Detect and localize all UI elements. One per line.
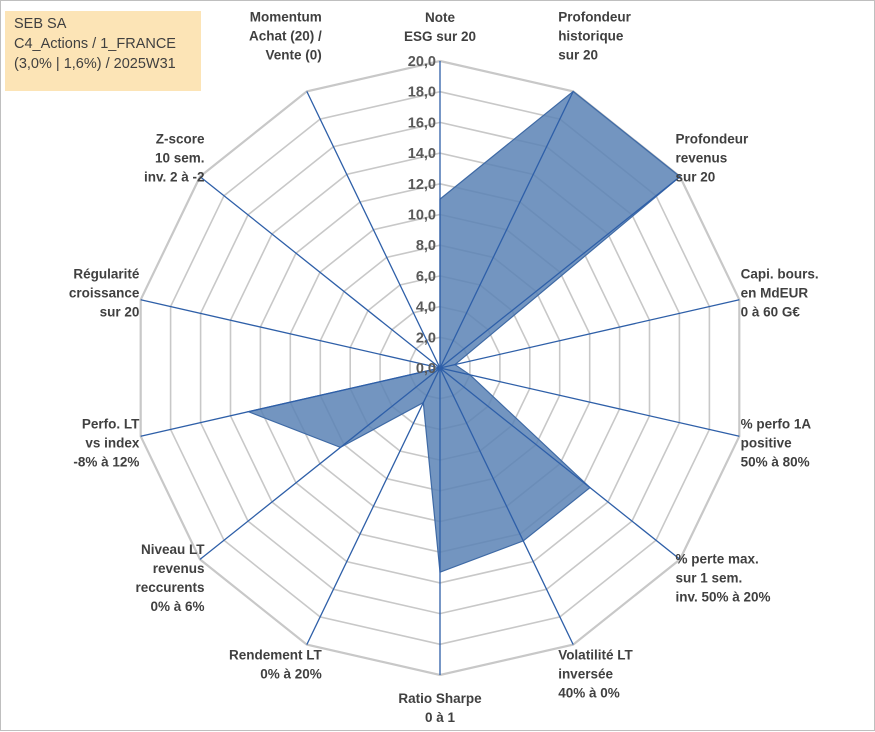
axis-label-line: 0% à 6% — [150, 599, 204, 614]
axis-label-line: Profondeur — [676, 131, 749, 146]
chart-title-line-3: (3,0% | 1,6%) / 2025W31 — [14, 56, 176, 72]
axis-label-line: historique — [558, 28, 624, 43]
axis-label-line: 0 à 60 G€ — [741, 305, 801, 320]
axis-label: Note ESG sur 20 — [404, 10, 476, 44]
axis-spoke — [306, 367, 441, 645]
axis-label: Ratio Sharpe 0 à 1 — [398, 691, 482, 725]
axis-spoke — [439, 367, 740, 437]
axis-spoke — [439, 299, 740, 369]
axis-label-line: Capi. bours. — [741, 267, 819, 282]
axis-spoke — [140, 367, 441, 437]
axis-label-line: vs index — [85, 436, 140, 451]
tick-label: 20,0 — [408, 54, 436, 70]
axis-labels: Note ESG sur 20 Profondeur historique sur 20… — [69, 9, 819, 725]
tick-label: 16,0 — [408, 115, 436, 131]
axis-label-line: -8% à 12% — [73, 455, 139, 470]
axis-label-line: en MdEUR — [741, 286, 809, 301]
axis-label-line: Momentum — [250, 9, 322, 24]
radial-tick-labels: 0,0 2,0 4,0 6,0 8,0 10,0 12,0 14,0 16,0 18,0 20,0 — [408, 54, 436, 377]
tick-label: 12,0 — [408, 177, 436, 193]
tick-label: 8,0 — [416, 238, 436, 254]
axis-label-line: Rendement LT — [229, 648, 323, 663]
axis-label-line: Ratio Sharpe — [398, 691, 482, 706]
axis-label-line: reccurents — [135, 580, 204, 595]
axis-spoke — [140, 299, 441, 369]
axis-label-line: sur 1 sem. — [676, 571, 743, 586]
tick-label: 2,0 — [416, 330, 436, 346]
axis-label-line: % perfo 1A — [741, 417, 812, 432]
axis-spoke — [199, 367, 441, 560]
axis-label-line: Z-score — [156, 131, 205, 146]
axis-label-line: croissance — [69, 286, 140, 301]
axis-label-line: sur 20 — [558, 47, 598, 62]
tick-label: 4,0 — [416, 300, 436, 316]
tick-label: 10,0 — [408, 208, 436, 224]
axis-label: Z-score 10 sem. inv. 2 à -2 — [144, 131, 205, 184]
axis-label-line: 50% à 80% — [741, 455, 810, 470]
axis-label: % perte max. sur 1 sem. inv. 50% à 20% — [676, 552, 771, 605]
tick-label: 18,0 — [408, 85, 436, 101]
axis-label: Volatilité LT inversée 40% à 0% — [558, 648, 633, 701]
axis-label-line: 0% à 20% — [260, 667, 322, 682]
axis-label-line: Volatilité LT — [558, 648, 633, 663]
axis-label: Momentum Achat (20) / Vente (0) — [249, 9, 322, 62]
axis-label-line: Perfo. LT — [82, 417, 140, 432]
axis-label: Régularité croissance sur 20 — [69, 267, 140, 320]
axis-label-line: Achat (20) / — [249, 28, 322, 43]
axis-label: % perfo 1A positive 50% à 80% — [741, 417, 812, 470]
chart-title-box: SEB SA C4_Actions / 1_FRANCE (3,0% | 1,6… — [5, 11, 201, 91]
axis-label: Perfo. LT vs index -8% à 12% — [73, 417, 140, 470]
axis-spoke — [306, 91, 441, 369]
tick-label: 6,0 — [416, 269, 436, 285]
axis-label-line: 0 à 1 — [425, 710, 456, 725]
axis-label-line: positive — [741, 436, 793, 451]
axis-label-line: inv. 2 à -2 — [144, 169, 205, 184]
axis-label-line: Niveau LT — [141, 542, 205, 557]
axis-label-line: % perte max. — [676, 552, 759, 567]
chart-title-line-2: C4_Actions / 1_FRANCE — [14, 36, 176, 52]
axis-label-line: revenus — [676, 150, 728, 165]
axis-label-line: inversée — [558, 667, 613, 682]
axis-label-line: Vente (0) — [266, 47, 322, 62]
axis-label: Capi. bours. en MdEUR 0 à 60 G€ — [741, 267, 819, 320]
axis-label-line: inv. 50% à 20% — [676, 590, 771, 605]
radar-spokes — [140, 61, 740, 675]
axis-label: Profondeur historique sur 20 — [558, 9, 631, 62]
axis-spoke — [439, 367, 681, 560]
axis-spoke — [439, 176, 681, 369]
axis-spoke — [439, 91, 574, 369]
axis-label-line: sur 20 — [676, 169, 716, 184]
axis-label-line: 10 sem. — [155, 150, 205, 165]
axis-label-line: Note — [425, 10, 455, 25]
axis-spoke — [439, 367, 574, 645]
axis-label-line: ESG sur 20 — [404, 29, 476, 44]
chart-title-line-1: SEB SA — [14, 16, 67, 32]
axis-label-line: sur 20 — [100, 305, 140, 320]
axis-label: Niveau LT revenus reccurents 0% à 6% — [135, 542, 205, 614]
axis-label-line: 40% à 0% — [558, 686, 620, 701]
tick-label: 14,0 — [408, 146, 436, 162]
axis-label-line: Profondeur — [558, 9, 631, 24]
axis-spoke — [199, 176, 441, 369]
axis-label-line: revenus — [153, 561, 205, 576]
axis-label: Rendement LT 0% à 20% — [229, 648, 323, 682]
tick-label: 0,0 — [416, 361, 436, 377]
axis-label-line: Régularité — [73, 267, 140, 282]
axis-label: Profondeur revenus sur 20 — [676, 131, 749, 184]
